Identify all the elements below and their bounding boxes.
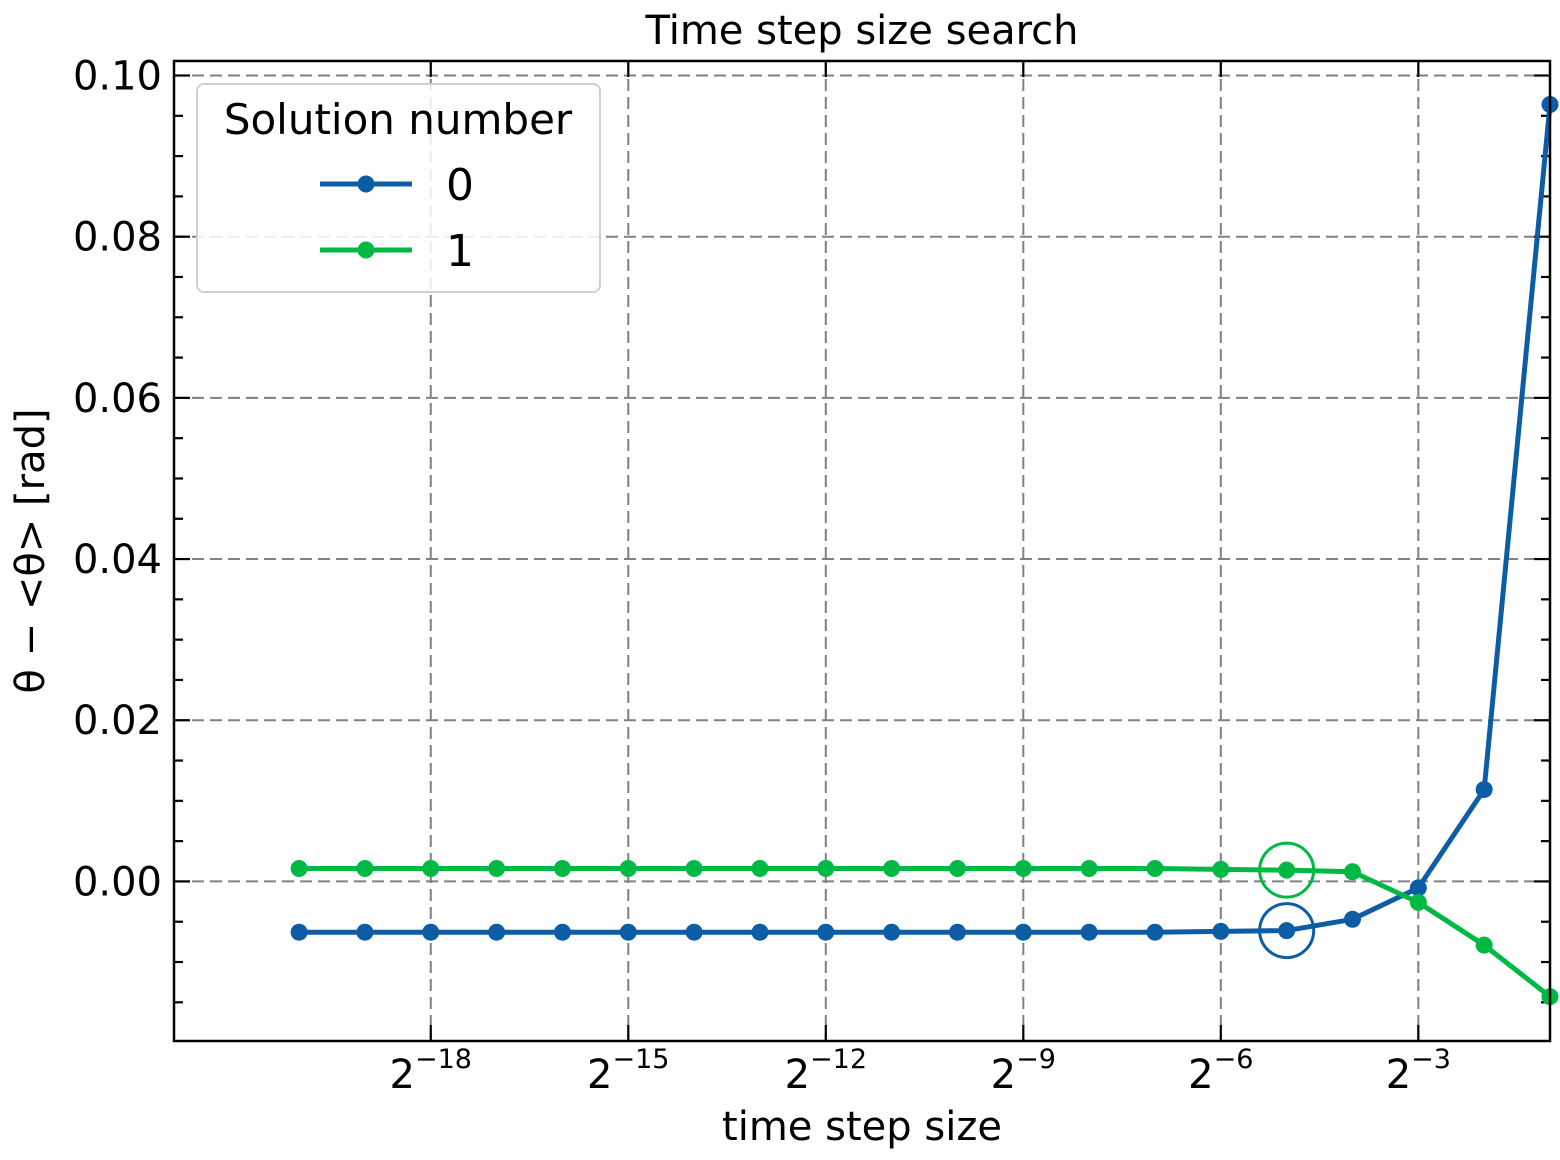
y-tick-label: 0.08 (73, 215, 162, 261)
data-point-series-1 (619, 860, 637, 878)
data-point-series-0 (1014, 923, 1032, 941)
highlight-ring-series-0 (1258, 902, 1316, 960)
data-point-series-0 (422, 923, 440, 941)
data-point-series-1 (553, 860, 571, 878)
data-point-series-1 (751, 860, 769, 878)
y-tick-label: 0.06 (73, 376, 162, 422)
grid (174, 61, 1550, 1041)
plot-frame (172, 59, 1552, 1043)
data-point-series-1 (1212, 860, 1230, 878)
data-point-series-0 (751, 923, 769, 941)
legend-box (196, 83, 601, 293)
data-point-series-0 (1475, 781, 1493, 799)
data-point-series-1 (290, 860, 308, 878)
y-tick-label: 0.04 (73, 537, 162, 583)
data-point-series-1 (1080, 860, 1098, 878)
data-point-series-1 (1014, 860, 1032, 878)
x-tick-label: 2−6 (1188, 1044, 1253, 1098)
series-line-1 (299, 866, 1552, 999)
data-point-series-0 (619, 923, 637, 941)
data-point-series-0 (685, 923, 703, 941)
legend-label-0: 0 (446, 160, 474, 211)
data-point-series-1 (685, 860, 703, 878)
legend-marker-1 (357, 241, 375, 259)
legend: Solution number 01 (196, 83, 601, 293)
x-tick-label: 2−9 (991, 1044, 1056, 1098)
data-point-series-0 (1146, 923, 1164, 941)
data-point-series-0 (883, 923, 901, 941)
highlight-ring-series-1 (1258, 841, 1316, 899)
chart-title: Time step size search (645, 8, 1079, 54)
data-point-series-0 (817, 923, 835, 941)
data-point-series-0 (1212, 922, 1230, 940)
y-tick-label: 0.10 (73, 54, 162, 100)
y-axis-label: θ − <θ> [rad] (8, 408, 54, 693)
legend-label-1: 1 (446, 226, 474, 277)
x-tick-label: 2−3 (1386, 1044, 1451, 1098)
data-point-series-1 (422, 860, 440, 878)
data-point-series-1 (488, 860, 506, 878)
data-point-series-0 (1080, 923, 1098, 941)
x-tick-label: 2−12 (785, 1044, 867, 1098)
x-tick-label: 2−15 (587, 1044, 669, 1098)
data-point-series-0 (290, 923, 308, 941)
y-tick-label: 0.00 (73, 859, 162, 905)
x-tick-labels: 2−18 2−15 2−12 2−9 2−6 2−3 (390, 1044, 1451, 1098)
data-point-series-0 (488, 923, 506, 941)
data-point-series-1 (948, 860, 966, 878)
data-point-series-1 (1475, 936, 1493, 954)
data-point-series-0 (553, 923, 571, 941)
data-point-series-1 (883, 860, 901, 878)
data-point-series-1 (1278, 861, 1296, 879)
y-tick-labels: 0.00 0.02 0.04 0.06 0.08 0.10 (73, 54, 162, 906)
legend-marker-0 (357, 175, 375, 193)
data-point-series-0 (1343, 910, 1361, 928)
x-tick-label: 2−18 (390, 1044, 472, 1098)
x-axis-label: time step size (722, 1104, 1002, 1150)
data-point-series-1 (817, 860, 835, 878)
data-point-series-0 (1409, 879, 1427, 897)
data-point-series-1 (1146, 860, 1164, 878)
axis-ticks (174, 61, 1550, 1041)
legend-entries: 01 (320, 160, 474, 277)
data-point-series-1 (1343, 863, 1361, 881)
data-point-series-1 (356, 860, 374, 878)
y-tick-label: 0.02 (73, 698, 162, 744)
data-point-series-0 (356, 923, 374, 941)
series-layer (290, 96, 1559, 1006)
series-line-0 (299, 104, 1553, 935)
data-point-series-1 (1409, 893, 1427, 911)
legend-title: Solution number (224, 95, 573, 144)
data-point-series-0 (948, 923, 966, 941)
data-point-series-0 (1278, 922, 1296, 940)
